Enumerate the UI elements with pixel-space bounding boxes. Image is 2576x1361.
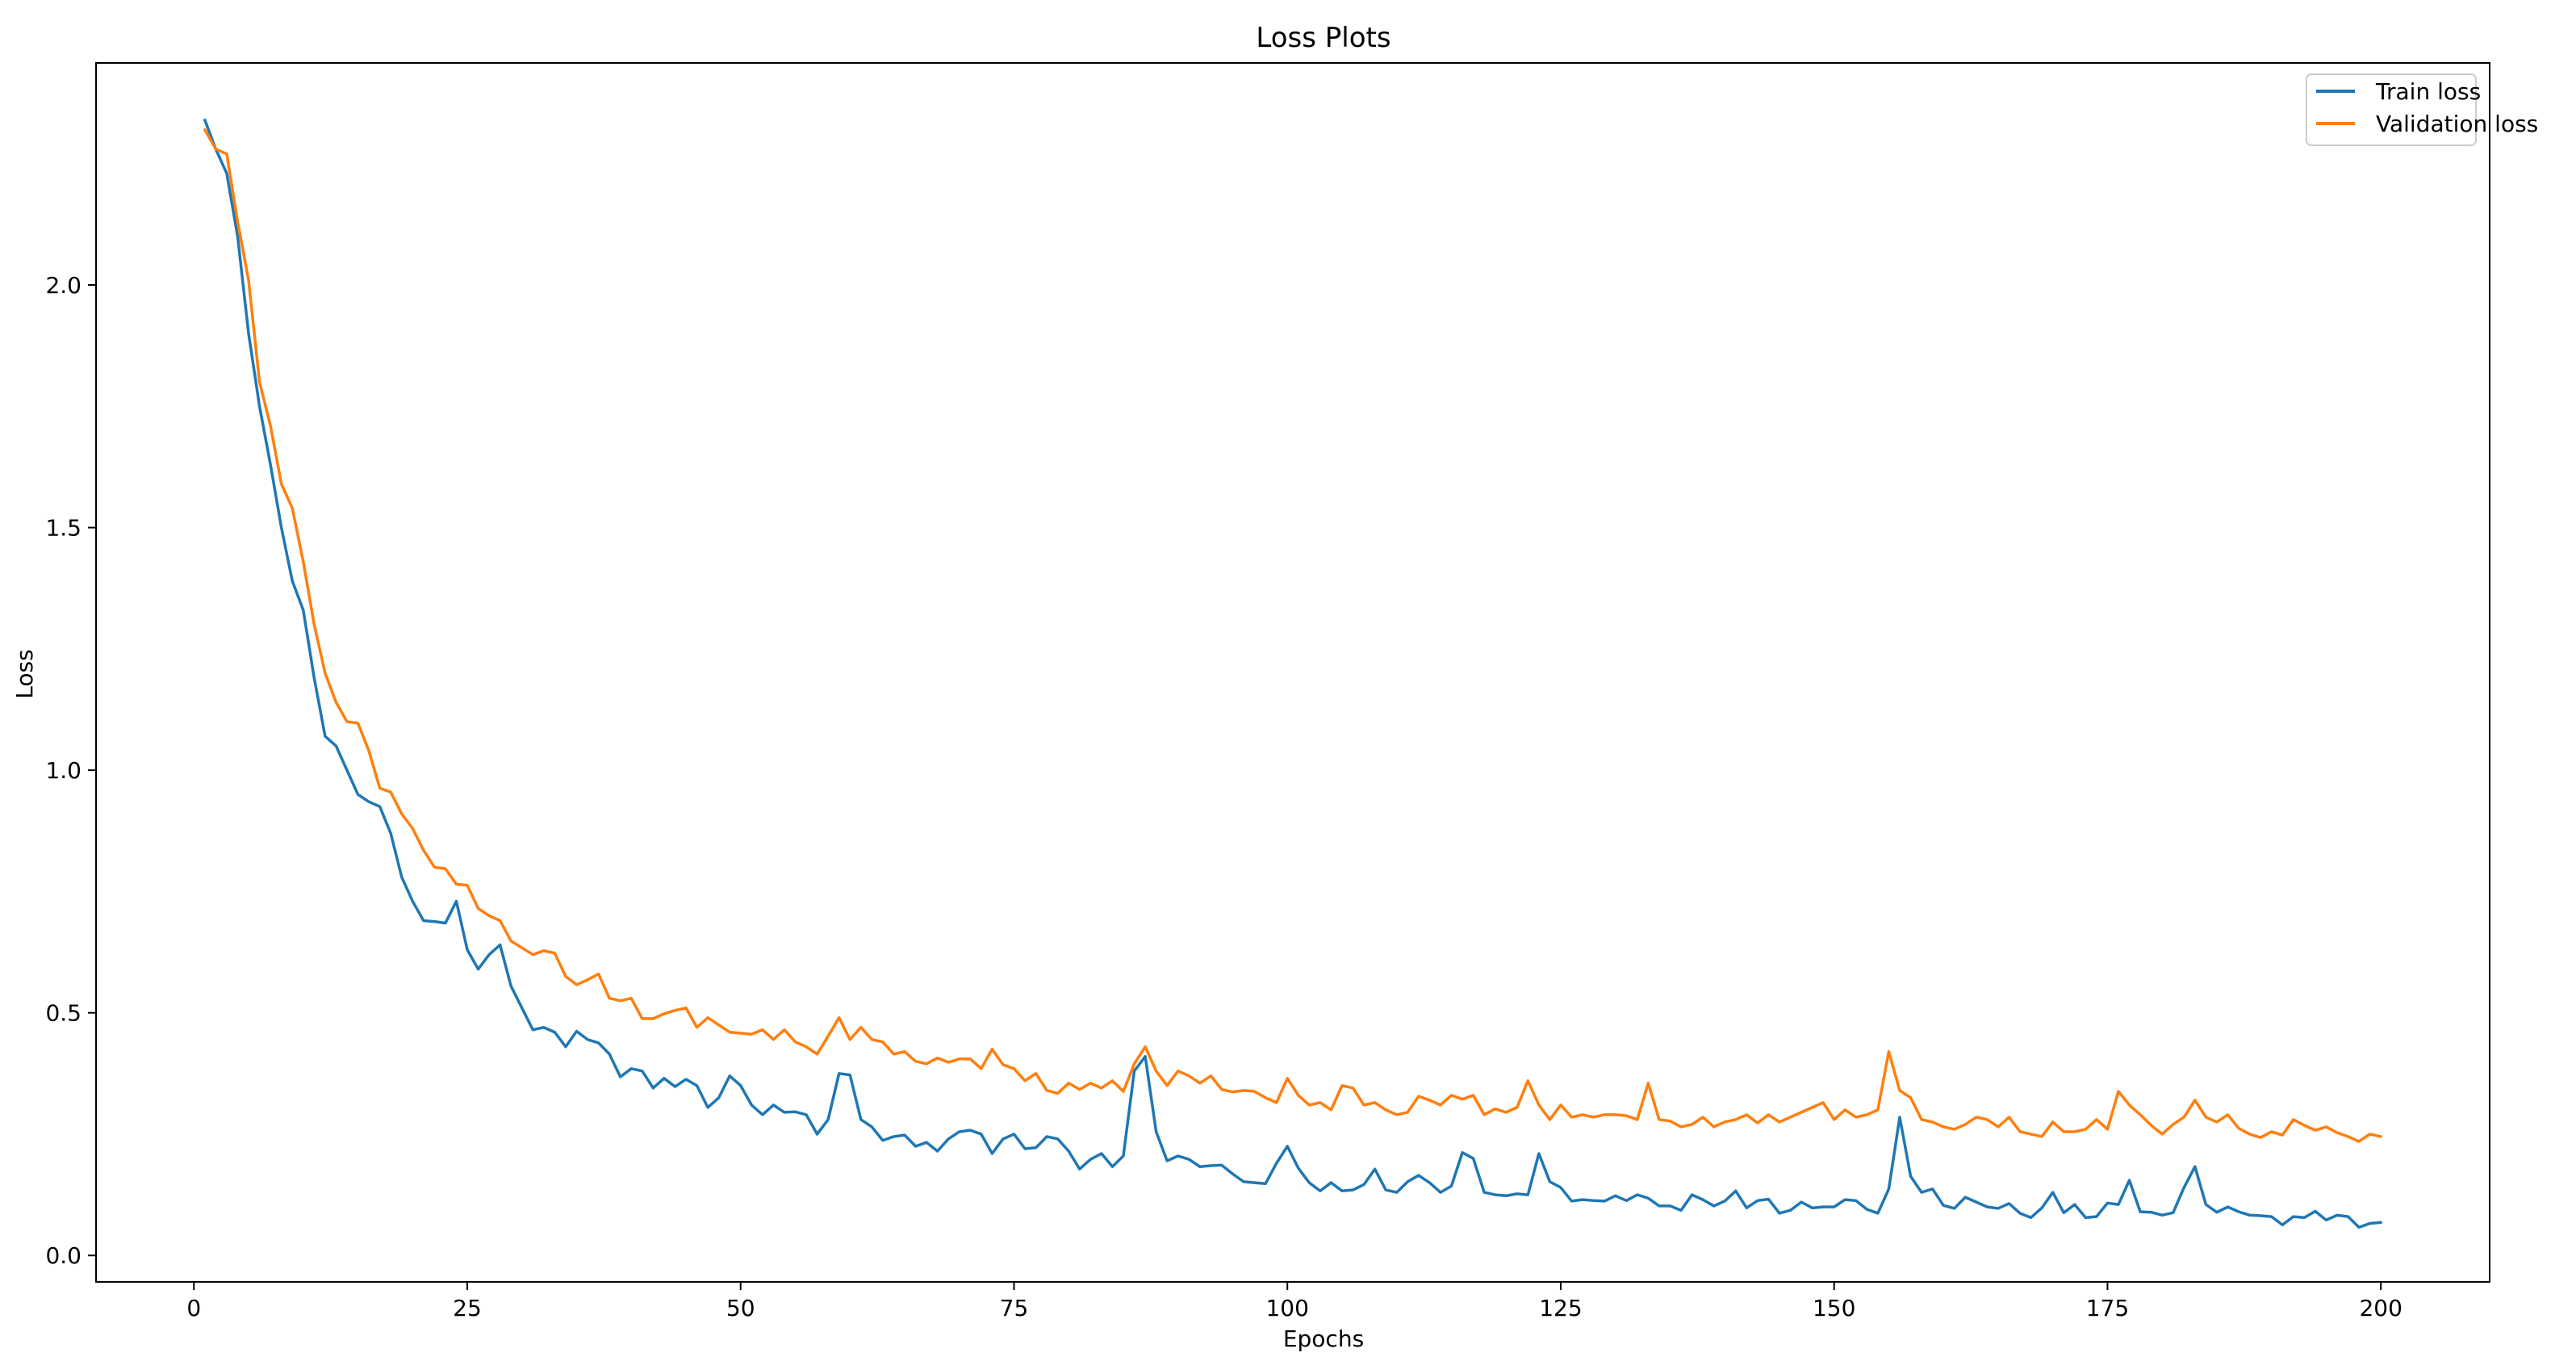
x-tick-label: 0 [186,1295,201,1321]
x-tick-label: 150 [1813,1295,1855,1321]
x-tick-label: 175 [2086,1295,2129,1321]
plot-frame [95,62,2490,1283]
legend: Train loss Validation loss [2306,73,2538,146]
x-tick-label: 200 [2359,1295,2402,1321]
y-tick-label: 0.0 [45,1242,82,1269]
y-axis: 0.0 0.5 1.0 1.5 2.0 [45,272,96,1269]
x-axis: 0 25 50 75 100 125 150 175 200 [186,1282,2402,1321]
chart-title: Loss Plots [1256,22,1390,54]
series-line-validation-loss [203,128,2382,1143]
y-tick-label: 1.5 [45,515,82,542]
x-axis-label: Epochs [1283,1325,1364,1352]
plot-area [203,118,2382,1229]
y-tick-label: 1.0 [45,757,82,784]
x-tick-label: 75 [1000,1295,1029,1321]
y-axis-label: Loss [11,649,38,698]
x-tick-label: 50 [726,1295,755,1321]
series-line-train-loss [203,118,2382,1229]
x-tick-label: 125 [1539,1295,1582,1321]
x-tick-label: 100 [1265,1295,1308,1321]
x-tick-label: 25 [453,1295,482,1321]
y-tick-label: 0.5 [45,1000,82,1027]
y-tick-label: 2.0 [45,272,82,299]
legend-label-train-loss: Train loss [2375,78,2481,105]
legend-label-validation-loss: Validation loss [2376,111,2538,137]
